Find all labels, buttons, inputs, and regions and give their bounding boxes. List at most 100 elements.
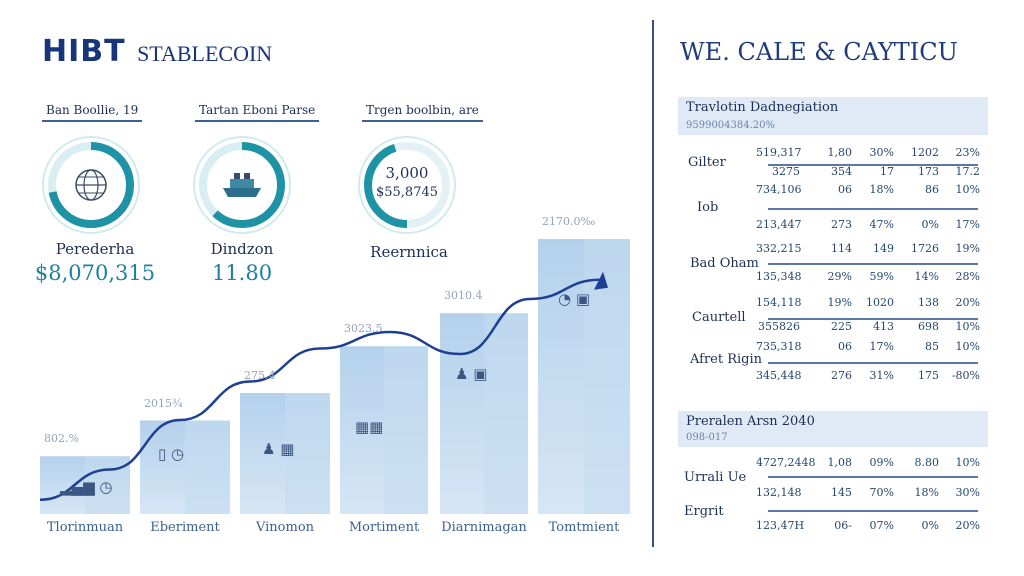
table-2-cell: 09%	[869, 456, 894, 469]
table-1-cell: 3275	[772, 165, 800, 178]
chart-x-label-2: Eberiment	[150, 520, 220, 535]
table-1-cell: 14%	[914, 270, 939, 283]
table-1-row-label: Bad Oham	[690, 256, 759, 271]
kpi-3-gauge	[358, 136, 456, 234]
table-1-cell: 1020	[866, 296, 894, 309]
table-1-cell: 28%	[955, 270, 980, 283]
table-2-cell: 10%	[955, 456, 980, 469]
table-2-cell: 8.80	[914, 456, 940, 469]
table-1-cell: 175	[918, 369, 939, 382]
table-1-cell: 154,118	[756, 296, 802, 309]
kpi-3-name: Reernnica	[370, 243, 448, 261]
table-2-cell: 07%	[869, 519, 894, 532]
panel-divider	[652, 20, 654, 547]
table-1-cell: 59%	[869, 270, 894, 283]
table-1-cell: 18%	[869, 183, 894, 196]
table-2-cell: 1,08	[827, 456, 853, 469]
table-1-cell: 698	[918, 320, 939, 333]
table-2-cell: 18%	[914, 486, 939, 499]
table-1-cell: 413	[873, 320, 894, 333]
table-1-cell: 20%	[955, 296, 980, 309]
table-2-header	[678, 411, 988, 447]
table-1-rule	[768, 362, 978, 364]
table-1-row-label: Afret Rigin	[690, 352, 763, 367]
chart-x-label-4: Mortiment	[348, 520, 420, 535]
table-1-cell: 173	[918, 165, 939, 178]
table-1-cell: 10%	[955, 340, 980, 353]
table-1-cell: 0%	[921, 218, 939, 231]
table-1-cell: 17	[880, 165, 894, 178]
chart-globe-icon: ◔ ▣	[558, 290, 591, 308]
table-2-cell: 4727,2448	[756, 456, 816, 469]
bar-chart-icon: ▂▄▆ ◷	[60, 478, 113, 496]
table-2-cell: 70%	[869, 486, 894, 499]
table-1-cell: 06	[838, 183, 852, 196]
kpi-2-name: Dindzon	[210, 240, 274, 258]
table-1-cell: 354	[831, 165, 852, 178]
chart-arrow-head	[594, 271, 608, 290]
table-2-title: Preralen Arsn 2040	[686, 414, 815, 429]
table-1-cell: 17.2	[955, 165, 981, 178]
table-1-cell: 114	[831, 242, 852, 255]
chart-x-label-3: Vinomon	[255, 520, 315, 535]
table-2-cell: 06-	[834, 519, 852, 532]
table-1-cell: 225	[831, 320, 852, 333]
table-2-subtitle: 098-017	[686, 432, 728, 443]
chart-annotation-6: 2170.0‰	[542, 215, 596, 228]
table-1-cell: 10%	[955, 183, 980, 196]
ship-icon	[223, 173, 261, 197]
table-2-cell: 30%	[955, 486, 980, 499]
brand-title: HIBT STABLECOIN	[42, 34, 272, 69]
table-1-cell: 519,317	[756, 146, 802, 159]
document-clock-icon: ▯ ◷	[158, 445, 185, 463]
table-1-cell: 23%	[955, 146, 980, 159]
table-1-cell: 1,80	[827, 146, 853, 159]
table-1-cell: 17%	[869, 340, 894, 353]
table-1-cell: 86	[925, 183, 939, 196]
table-1-cell: 735,318	[756, 340, 802, 353]
building-icon: ▦▦	[355, 418, 384, 436]
chart-bar-shade-5	[484, 313, 528, 514]
table-1-cell: 734,106	[756, 183, 802, 196]
kpi-3-gauge-text: 3,000 $55,8745	[352, 163, 462, 203]
table-1-cell: 29%	[827, 270, 852, 283]
kpi-1-value: $8,070,315	[34, 261, 156, 285]
right-panel-title: WE. CALE & CAYTICU	[680, 38, 958, 66]
table-1-cell: -80%	[951, 369, 980, 382]
table-1-cell: 276	[831, 369, 852, 382]
table-1-rule	[768, 318, 978, 320]
table-1-cell: 135,348	[756, 270, 802, 283]
table-1-cell: 1726	[911, 242, 939, 255]
kpi-3-label: Trgen boolbin, are	[362, 103, 483, 122]
table-1-cell: 10%	[955, 320, 980, 333]
table-2-cell: 123,47H	[756, 519, 805, 532]
table-2-cell: 132,148	[756, 486, 802, 499]
chart-x-label-5: Diarnimagan	[441, 520, 527, 535]
brand-name: HIBT	[42, 34, 126, 69]
table-1-row-label: Gilter	[688, 155, 726, 170]
table-1-cell: 30%	[869, 146, 894, 159]
growth-chart	[39, 239, 630, 514]
table-1-header	[678, 97, 988, 135]
table-2-rule	[768, 476, 978, 478]
chart-annotation-2: 2015¾	[144, 396, 183, 410]
table-1-cell: 19%	[955, 242, 980, 255]
table-1-cell: 345,448	[756, 369, 802, 382]
chart-x-label-6: Tomtmient	[548, 520, 620, 535]
chart-x-label-1: Tlorinmuan	[46, 520, 124, 535]
kpi-2-label: Tartan Eboni Parse	[195, 103, 320, 122]
chart-trend-line	[39, 278, 601, 501]
table-1-cell: 149	[873, 242, 894, 255]
chart-bar-shade-4	[384, 346, 428, 514]
table-2-cell: 145	[831, 486, 852, 499]
kpi-1-label: Ban Boollie, 19	[42, 103, 143, 122]
table-1-cell: 85	[925, 340, 939, 353]
table-1-cell: 19%	[827, 296, 852, 309]
table-1-cell: 355826	[758, 320, 800, 333]
table-1-cell: 273	[831, 218, 852, 231]
table-1-cell: 332,215	[756, 242, 802, 255]
brand-subtitle: STABLECOIN	[137, 41, 273, 66]
table-2-row-label: Urrali Ue	[684, 470, 747, 485]
table-1-cell: 17%	[955, 218, 980, 231]
chart-annotation-1: 802.%	[44, 432, 79, 446]
